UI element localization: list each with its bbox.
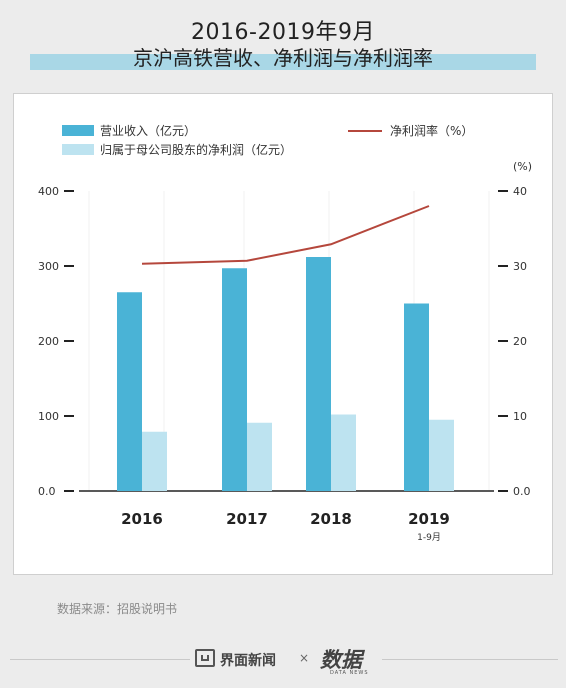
x-tick-sublabel: 1-9月 [417,532,441,543]
legend-label-net-profit: 归属于母公司股东的净利润（亿元） [100,142,292,157]
bar-net-profit [247,422,272,491]
data-news-logo: 数据 [320,647,362,672]
x-tick-label: 2017 [226,510,268,528]
jiemian-logo-icon [195,649,215,667]
legend-label-revenue: 营业收入（亿元） [100,123,196,138]
x-tick-label: 2016 [121,510,163,528]
data-news-logo-sub: DATA NEWS [330,670,369,676]
bar-revenue [404,303,429,491]
chart-title: 京沪高铁营收、净利润与净利润率 [133,46,433,70]
y-right-unit: (%) [513,160,532,173]
bar-net-profit [429,419,454,491]
title-area: 2016-2019年9月 京沪高铁营收、净利润与净利润率 [0,0,566,80]
chart-panel: 0.0 100 200 300 400 0.0 10 20 30 40 (%) 2016 2017 201… [13,93,553,575]
legend-label-net-margin: 净利润率（%） [390,123,473,138]
x-tick-label: 2018 [310,510,352,528]
chart-title-period: 2016-2019年9月 [191,20,375,45]
bar-revenue [306,257,331,491]
legend-swatch-revenue [62,125,94,136]
x-tick-label: 2019 [408,510,450,528]
y-right-tick-label: 20 [513,335,527,348]
footer-divider-left [10,659,190,660]
line-net-margin [141,205,430,265]
y-left-tick-label: 0.0 [38,485,56,498]
bar-revenue [222,268,247,491]
bar-revenue [117,292,142,491]
y-left-tick-label: 100 [38,410,59,423]
chart-svg: 0.0 100 200 300 400 0.0 10 20 30 40 (%) 2016 2017 201… [38,123,532,543]
bar-net-profit [142,431,167,491]
brand-separator: × [299,651,310,665]
bar-net-profit [331,414,356,491]
legend-swatch-net-profit [62,144,94,155]
jiemian-brand: 界面新闻 [220,653,276,669]
y-left-tick-label: 200 [38,335,59,348]
footer-divider-right [382,659,558,660]
y-right-tick-label: 40 [513,185,527,198]
title-highlight-band [30,54,536,70]
y-right-tick-label: 10 [513,410,527,423]
y-left-tick-label: 400 [38,185,59,198]
y-right-tick-label: 30 [513,260,527,273]
y-left-tick-label: 300 [38,260,59,273]
y-right-tick-label: 0.0 [513,485,531,498]
source-note: 数据来源：招股说明书 [57,602,178,616]
